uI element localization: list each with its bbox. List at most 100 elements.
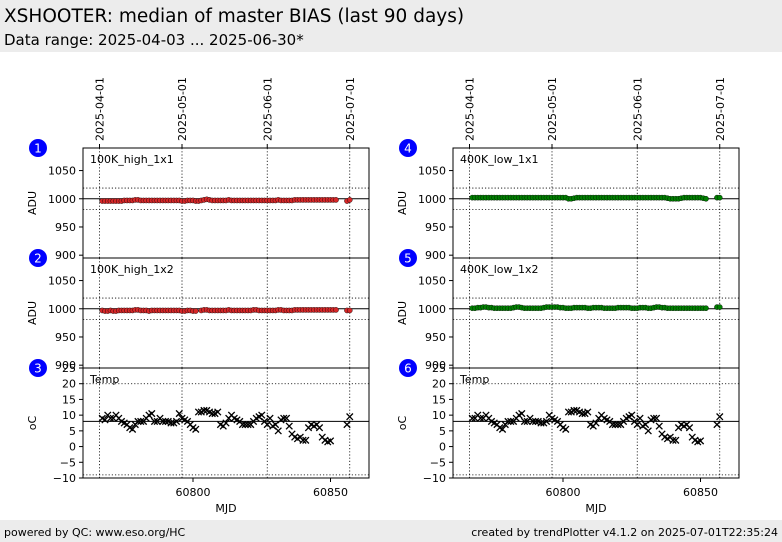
data-point-mark — [263, 420, 271, 429]
data-point-mark — [200, 406, 208, 415]
footer-powered-by: powered by QC: www.eso.org/HC — [4, 526, 186, 539]
data-point-mark — [677, 420, 685, 429]
page-title: XSHOOTER: median of master BIAS (last 90… — [4, 6, 465, 27]
data-point-mark — [150, 417, 159, 426]
data-point — [716, 194, 723, 201]
data-point-mark — [315, 424, 324, 432]
date-tick-label: 2025-07-01 — [344, 77, 357, 141]
data-point — [608, 420, 617, 429]
y-tick-label: 950 — [425, 221, 446, 234]
y-tick-label: 25 — [432, 362, 446, 375]
data-point — [655, 422, 663, 430]
data-point — [280, 414, 288, 422]
data-point — [192, 308, 199, 314]
data-point-mark — [134, 417, 142, 426]
y-tick-label: 1050 — [48, 165, 76, 178]
data-point-mark — [189, 424, 197, 432]
data-point — [159, 417, 167, 426]
panel-3: −10 −5 0 5 10 15 20 25 oC Temp 3 60800 60850 MJD — [26, 359, 370, 515]
x-tick-label: 60850 — [683, 486, 718, 499]
data-point — [696, 437, 705, 445]
data-point-mark — [534, 417, 542, 426]
panel-5: 900 950 1000 1050 ADU 400K_low_1x2 5 — [396, 249, 740, 372]
y-tick-label: 10 — [432, 409, 446, 422]
data-point-mark — [106, 414, 115, 422]
data-point-mark — [669, 436, 677, 444]
data-point-mark — [126, 424, 134, 432]
data-point — [128, 425, 137, 433]
panel-frame — [82, 367, 370, 479]
data-point — [570, 406, 578, 415]
data-point — [685, 424, 694, 432]
data-point-mark — [326, 437, 335, 445]
date-tick-label: 2025-06-01 — [631, 77, 644, 141]
y-tick-label: 0 — [439, 441, 446, 454]
y-tick-label: 15 — [432, 393, 446, 406]
data-point-mark — [98, 414, 106, 422]
data-point-mark — [661, 433, 669, 441]
data-point-mark — [570, 406, 578, 415]
data-point — [614, 420, 622, 429]
data-point — [644, 427, 652, 435]
data-point-mark — [178, 414, 186, 422]
panel-number-badge — [399, 249, 417, 267]
data-point — [333, 307, 339, 313]
data-point-mark — [531, 417, 540, 426]
panel-4: 900 950 1000 1050 ADU 400K_low_1x1 4 2025-04-01… — [396, 77, 740, 262]
data-point-mark — [490, 419, 498, 427]
y-tick-label: 20 — [62, 378, 76, 391]
data-point-mark — [529, 417, 537, 426]
data-point-mark — [101, 416, 109, 424]
data-point — [194, 408, 203, 416]
data-point — [241, 420, 249, 429]
data-point-mark — [148, 409, 156, 418]
data-point-mark — [592, 419, 600, 427]
y-tick-label: 5 — [439, 425, 446, 438]
data-point — [333, 197, 339, 203]
data-point — [326, 437, 335, 445]
y-axis-label: ADU — [396, 191, 409, 215]
y-tick-label: 900 — [425, 249, 446, 262]
data-point — [192, 425, 200, 433]
panel-label: 100K_high_1x2 — [90, 263, 174, 276]
data-point — [137, 417, 145, 426]
data-point — [134, 417, 142, 426]
data-point — [529, 417, 537, 426]
data-point — [652, 414, 661, 422]
panel-label: Temp — [459, 373, 489, 386]
panel-6: −10 −5 0 5 10 15 20 25 oC Temp 6 60800 60850 MJD — [396, 359, 740, 515]
date-tick-label: 2025-04-01 — [464, 77, 477, 141]
data-point-mark — [238, 420, 247, 429]
panel-number-badge — [399, 139, 417, 157]
data-point — [578, 409, 586, 418]
panel-label: 400K_low_1x1 — [460, 153, 539, 166]
data-point-mark — [562, 425, 570, 433]
data-point — [669, 436, 677, 444]
data-point-mark — [117, 417, 126, 426]
x-tick-label: 60800 — [176, 486, 211, 499]
data-point — [302, 436, 310, 444]
y-tick-label: 5 — [69, 425, 76, 438]
y-axis-label: ADU — [26, 191, 39, 215]
data-point-mark — [161, 417, 170, 426]
data-point-mark — [652, 414, 661, 422]
data-point-mark — [214, 408, 222, 416]
data-point — [343, 420, 351, 429]
data-point-mark — [487, 417, 496, 426]
data-point-mark — [274, 427, 282, 435]
data-point-mark — [584, 408, 592, 416]
data-point — [628, 411, 636, 419]
panel-number-badge — [399, 359, 417, 377]
data-point — [584, 408, 592, 416]
panel-number-badge — [29, 139, 47, 157]
data-point-mark — [504, 417, 512, 426]
data-point — [266, 414, 274, 422]
x-tick-label: 60800 — [546, 486, 581, 499]
data-point-mark — [230, 414, 238, 422]
data-point — [285, 422, 293, 430]
y-axis-label: oC — [26, 415, 39, 430]
panel-label: 100K_high_1x1 — [90, 153, 174, 166]
data-point-mark — [672, 436, 680, 444]
data-point-mark — [164, 417, 172, 426]
data-point — [713, 420, 721, 429]
